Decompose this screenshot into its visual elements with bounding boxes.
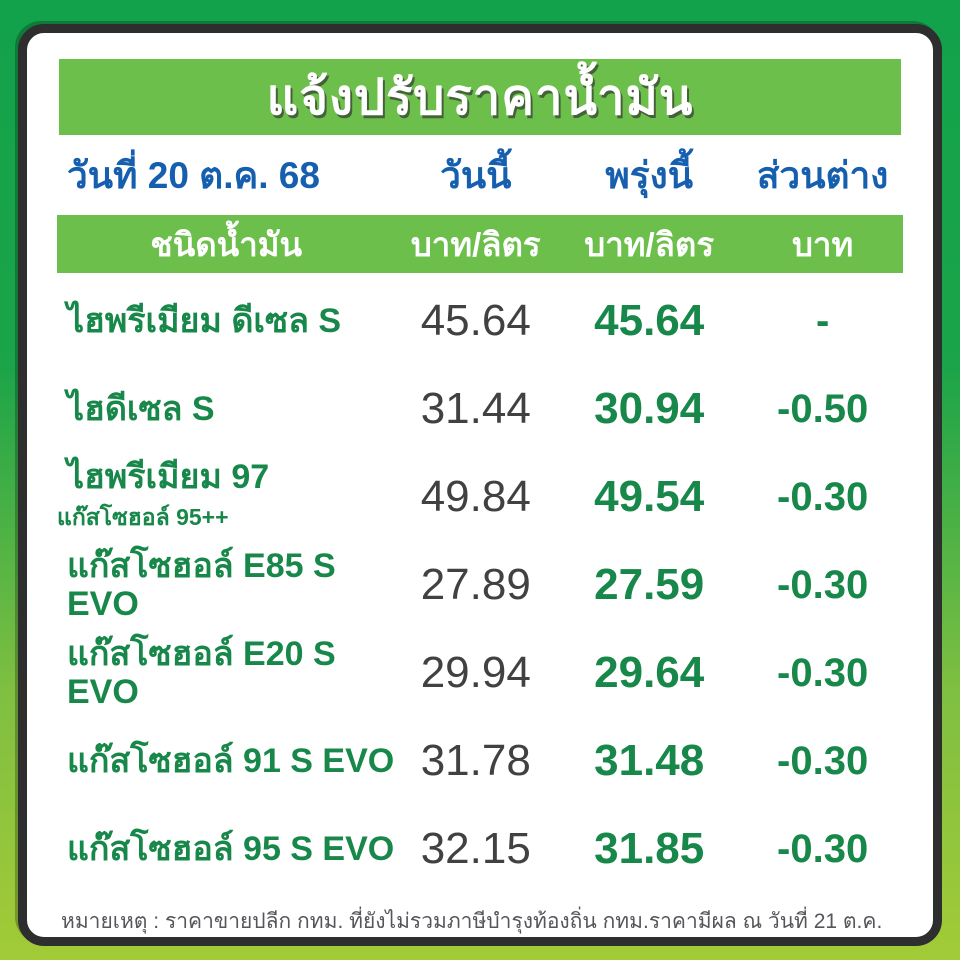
- price-tomorrow: 29.64: [594, 648, 705, 697]
- table-row: แก๊สโซฮอล์ E85 S EVO 27.89 27.59 -0.30: [57, 541, 903, 629]
- column-header-diff: ส่วนต่าง: [756, 154, 889, 196]
- unit-header-row: ชนิดน้ำมัน บาท/ลิตร บาท/ลิตร บาท: [57, 215, 903, 273]
- fuel-name: แก๊สโซฮอล์ E85 S EVO: [67, 546, 336, 623]
- price-rows: ไฮพรีเมียม ดีเซล S 45.64 45.64 - ไฮดีเซล…: [57, 273, 903, 893]
- unit-header-diff: บาท: [791, 225, 854, 263]
- date-label: วันที่ 20 ต.ค. 68: [67, 154, 320, 196]
- unit-header-today: บาท/ลิตร: [410, 225, 541, 263]
- price-today: 45.64: [420, 296, 531, 345]
- fuel-name-cell: แก๊สโซฮอล์ 91 S EVO: [57, 742, 395, 780]
- fuel-name: ไฮดีเซล S: [67, 389, 215, 428]
- price-diff: -0.50: [777, 386, 869, 431]
- price-today: 31.78: [420, 736, 531, 785]
- price-tomorrow: 31.85: [594, 824, 705, 873]
- unit-header-fuel-type: ชนิดน้ำมัน: [150, 225, 303, 263]
- column-header-row: วันที่ 20 ต.ค. 68 วันนี้ พรุ่งนี้ ส่วนต่…: [57, 135, 903, 215]
- price-tomorrow: 27.59: [594, 560, 705, 609]
- fuel-name: ไฮพรีเมียม ดีเซล S: [67, 301, 342, 340]
- price-announcement-card: แจ้งปรับราคาน้ำมัน วันที่ 20 ต.ค. 68 วัน…: [18, 24, 942, 946]
- table-row: ไฮพรีเมียม 97 แก๊สโซฮอล์ 95++ 49.84 49.5…: [57, 453, 903, 541]
- price-diff: -0.30: [777, 650, 869, 695]
- price-tomorrow: 45.64: [594, 296, 705, 345]
- price-today: 32.15: [420, 824, 531, 873]
- fuel-name-cell: ไฮพรีเมียม 97 แก๊สโซฮอล์ 95++: [57, 458, 395, 536]
- table-row: แก๊สโซฮอล์ 95 S EVO 32.15 31.85 -0.30: [57, 805, 903, 893]
- fuel-subname: แก๊สโซฮอล์ 95++: [57, 504, 229, 531]
- title-banner: แจ้งปรับราคาน้ำมัน: [59, 59, 901, 135]
- price-today: 31.44: [420, 384, 531, 433]
- column-header-today: วันนี้: [440, 154, 512, 196]
- price-diff: -: [815, 298, 830, 343]
- fuel-name: แก๊สโซฮอล์ 95 S EVO: [67, 829, 395, 868]
- price-today: 27.89: [420, 560, 531, 609]
- price-tomorrow: 31.48: [594, 736, 705, 785]
- table-row: แก๊สโซฮอล์ E20 S EVO 29.94 29.64 -0.30: [57, 629, 903, 717]
- price-diff: -0.30: [777, 826, 869, 871]
- price-tomorrow: 49.54: [594, 472, 705, 521]
- footnote: หมายเหตุ : ราคาขายปลีก กทม. ที่ยังไม่รวม…: [61, 910, 883, 933]
- table-row: ไฮพรีเมียม ดีเซล S 45.64 45.64 -: [57, 277, 903, 365]
- price-diff: -0.30: [777, 474, 869, 519]
- fuel-name: แก๊สโซฮอล์ E20 S EVO: [67, 634, 336, 711]
- fuel-name-cell: แก๊สโซฮอล์ E20 S EVO: [57, 635, 395, 711]
- fuel-name-cell: แก๊สโซฮอล์ E85 S EVO: [57, 547, 395, 623]
- fuel-name: ไฮพรีเมียม 97: [67, 457, 270, 496]
- price-diff: -0.30: [777, 562, 869, 607]
- fuel-name: แก๊สโซฮอล์ 91 S EVO: [67, 741, 395, 780]
- table-row: แก๊สโซฮอล์ 91 S EVO 31.78 31.48 -0.30: [57, 717, 903, 805]
- price-today: 29.94: [420, 648, 531, 697]
- column-header-tomorrow: พรุ่งนี้: [605, 154, 693, 196]
- price-today: 49.84: [420, 472, 531, 521]
- fuel-name-cell: ไฮพรีเมียม ดีเซล S: [57, 302, 395, 340]
- price-diff: -0.30: [777, 738, 869, 783]
- unit-header-tomorrow: บาท/ลิตร: [584, 225, 715, 263]
- page-title: แจ้งปรับราคาน้ำมัน: [266, 71, 694, 125]
- price-tomorrow: 30.94: [594, 384, 705, 433]
- fuel-name-cell: แก๊สโซฮอล์ 95 S EVO: [57, 830, 395, 868]
- fuel-name-cell: ไฮดีเซล S: [57, 390, 395, 428]
- table-row: ไฮดีเซล S 31.44 30.94 -0.50: [57, 365, 903, 453]
